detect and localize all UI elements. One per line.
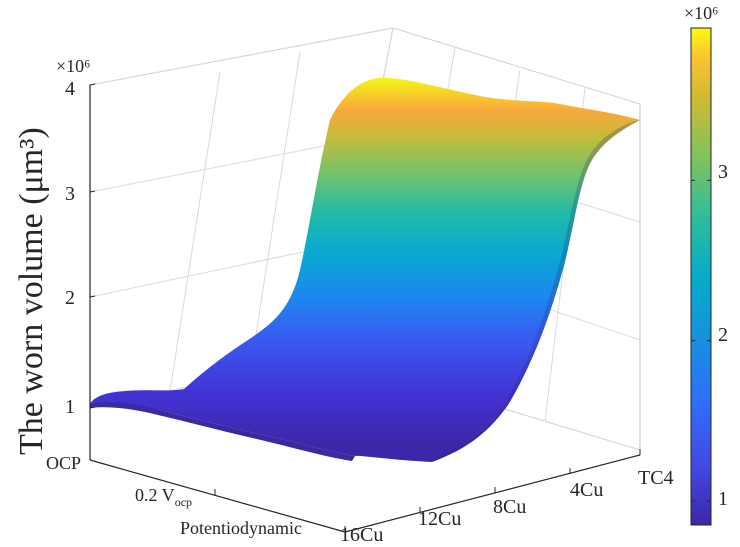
colorbar-ticks: [691, 179, 711, 502]
gridline: [249, 51, 301, 374]
gridline: [392, 27, 641, 105]
x-tick-label: OCP: [46, 453, 81, 473]
y-tick-label: TC4: [638, 467, 674, 489]
surface: [90, 77, 640, 462]
z-tick-label: 3: [65, 183, 75, 205]
tick-mark: [89, 295, 96, 298]
gridline: [89, 136, 371, 193]
z-axis-title-text: The worn volume (μm³): [13, 127, 50, 455]
colorbar-gradient: [690, 27, 712, 526]
colorbar-multiplier: ×10⁶: [684, 3, 718, 23]
tick-mark: [89, 406, 96, 409]
y-tick-label: 12Cu: [418, 508, 461, 530]
x-axis: OCP 0.2 Vocp Potentiodynamic: [46, 453, 302, 538]
x-tick-label: Potentiodynamic: [180, 518, 302, 538]
z-tick-label: 2: [65, 287, 75, 309]
z-axis-multiplier: ×10⁶: [56, 56, 90, 76]
surface-near-lip: [90, 402, 355, 461]
colorbar-tick-label: 1: [718, 488, 728, 510]
colorbar: ×10⁶ 1 2 3: [684, 3, 728, 526]
axis-edges: [89, 85, 641, 533]
z-axis-title: The worn volume (μm³): [13, 127, 50, 455]
x-axis-line: [89, 459, 346, 533]
colorbar-tick-label: 2: [718, 324, 728, 346]
x-tick-label-vocp-sub: ocp: [175, 495, 192, 509]
colorbar-tick-label: 3: [718, 161, 728, 183]
z-tick-label: 1: [65, 396, 75, 418]
y-tick-label: 4Cu: [570, 479, 603, 501]
tick-mark: [89, 190, 96, 193]
y-axis: 16Cu 12Cu 8Cu 4Cu TC4: [340, 467, 674, 546]
z-axis: ×10⁶ 1 2 3 4 The worn volume (μm³): [13, 56, 90, 455]
x-tick-label-vocp-text: 0.2 V: [135, 485, 175, 505]
y-axis-line: [344, 454, 641, 533]
x-tick-label-vocp: 0.2 Vocp: [135, 485, 192, 509]
tick-mark: [89, 83, 96, 86]
y-tick-label: 8Cu: [493, 496, 526, 518]
gridline: [169, 71, 221, 392]
axis-ticks: [89, 83, 641, 532]
z-tick-label: 4: [65, 78, 75, 100]
surface-top-face: [90, 77, 640, 462]
y-tick-label: 16Cu: [340, 524, 383, 546]
gridline: [89, 27, 394, 86]
